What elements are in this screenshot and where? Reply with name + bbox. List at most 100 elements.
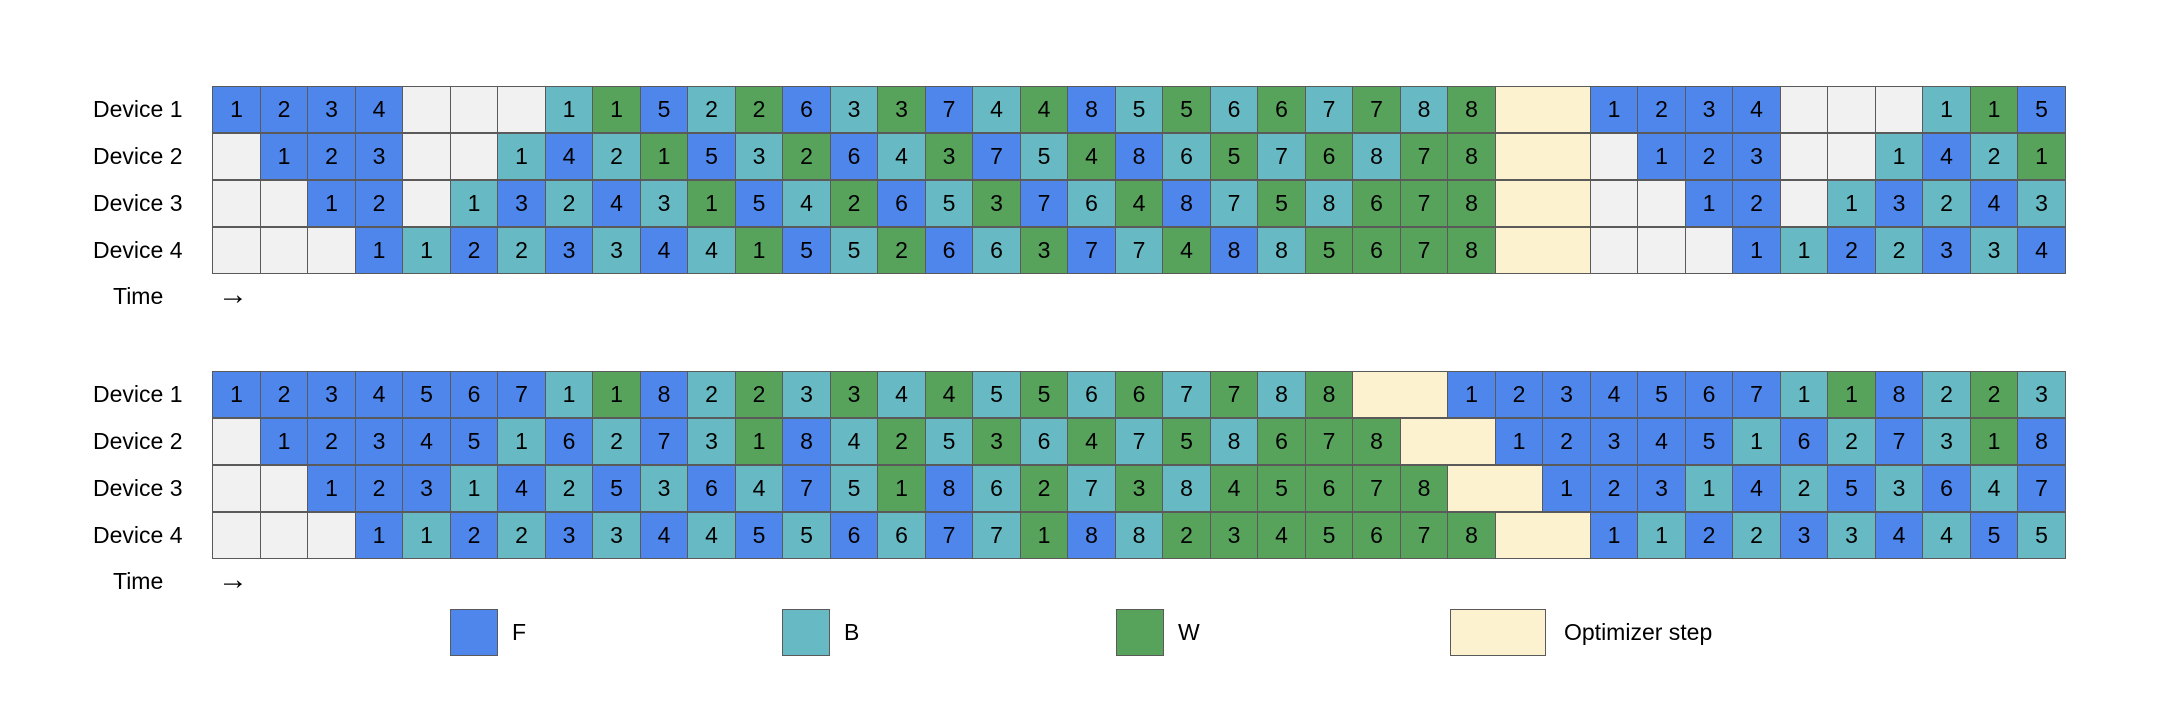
backward-cell: 1 — [1685, 465, 1733, 512]
forward-cell: 6 — [545, 418, 593, 465]
forward-cell: 7 — [925, 86, 973, 133]
optimizer-step-cell — [1495, 86, 1591, 133]
weight-grad-cell: 1 — [592, 86, 641, 133]
weight-grad-cell: 5 — [1305, 512, 1353, 559]
weight-grad-cell: 7 — [1305, 418, 1353, 465]
weight-grad-cell: 7 — [1400, 180, 1448, 227]
weight-grad-cell: 4 — [1067, 418, 1116, 465]
optimizer-step-cell — [1495, 227, 1591, 274]
backward-cell: 8 — [1400, 86, 1448, 133]
time-axis-label: Time — [113, 283, 164, 309]
optimizer-step-cell — [1447, 465, 1543, 512]
backward-cell: 5 — [925, 180, 973, 227]
backward-cell: 5 — [1115, 86, 1163, 133]
device-label: Device 4 — [93, 237, 183, 263]
backward-cell: 6 — [1020, 418, 1068, 465]
weight-grad-cell: 1 — [735, 418, 783, 465]
backward-cell: 5 — [1020, 133, 1068, 180]
forward-cell: 4 — [402, 418, 451, 465]
legend-swatch — [1450, 609, 1546, 656]
backward-cell: 3 — [782, 371, 831, 418]
forward-cell: 2 — [450, 227, 498, 274]
forward-cell: 1 — [1495, 418, 1543, 465]
forward-cell: 3 — [1922, 227, 1971, 274]
legend-label: Optimizer step — [1564, 619, 1713, 645]
idle-cell — [402, 86, 451, 133]
device-label: Device 2 — [93, 143, 183, 169]
weight-grad-cell: 7 — [1400, 133, 1448, 180]
forward-cell: 3 — [1732, 133, 1781, 180]
backward-cell: 7 — [1115, 227, 1163, 274]
weight-grad-cell: 5 — [1305, 227, 1353, 274]
backward-cell: 3 — [1875, 465, 1923, 512]
backward-cell: 8 — [1257, 371, 1306, 418]
weight-grad-cell: 2 — [1020, 465, 1068, 512]
forward-cell: 1 — [307, 465, 356, 512]
idle-cell — [1637, 180, 1686, 227]
forward-cell: 4 — [355, 86, 403, 133]
forward-cell: 8 — [640, 371, 688, 418]
backward-cell: 2 — [1827, 418, 1876, 465]
forward-cell: 1 — [355, 512, 403, 559]
forward-cell: 5 — [735, 512, 783, 559]
weight-grad-cell: 5 — [1162, 86, 1211, 133]
weight-grad-cell: 8 — [1447, 512, 1496, 559]
backward-cell: 6 — [1067, 180, 1116, 227]
backward-cell: 8 — [1352, 133, 1401, 180]
backward-cell: 1 — [402, 512, 451, 559]
backward-cell: 2 — [1732, 512, 1781, 559]
weight-grad-cell: 4 — [1020, 86, 1068, 133]
backward-cell: 4 — [830, 418, 878, 465]
backward-cell: 2 — [592, 418, 641, 465]
weight-grad-cell: 4 — [1210, 465, 1258, 512]
device-label: Device 4 — [93, 522, 183, 548]
backward-cell: 5 — [2017, 512, 2066, 559]
forward-cell: 3 — [497, 180, 546, 227]
forward-cell: 3 — [1590, 418, 1638, 465]
forward-cell: 2 — [1590, 465, 1638, 512]
legend-label: F — [512, 619, 527, 645]
forward-cell: 7 — [497, 371, 546, 418]
forward-cell: 2 — [355, 465, 403, 512]
idle-cell — [1875, 86, 1923, 133]
idle-cell — [402, 180, 451, 227]
weight-grad-cell: 6 — [1305, 133, 1353, 180]
weight-grad-cell: 3 — [925, 133, 973, 180]
backward-cell: 1 — [450, 180, 498, 227]
forward-cell: 7 — [2017, 465, 2066, 512]
forward-cell: 8 — [1210, 227, 1258, 274]
backward-cell: 2 — [687, 371, 736, 418]
forward-cell: 4 — [1732, 465, 1781, 512]
weight-grad-cell: 4 — [1067, 133, 1116, 180]
weight-grad-cell: 6 — [1352, 180, 1401, 227]
forward-cell: 8 — [1067, 512, 1116, 559]
forward-cell: 3 — [355, 418, 403, 465]
forward-cell: 4 — [592, 180, 641, 227]
weight-grad-cell: 2 — [1162, 512, 1211, 559]
forward-cell: 1 — [355, 227, 403, 274]
idle-cell — [260, 465, 308, 512]
weight-grad-cell: 5 — [1162, 418, 1211, 465]
backward-cell: 7 — [1067, 465, 1116, 512]
forward-cell: 3 — [355, 133, 403, 180]
forward-cell: 7 — [1732, 371, 1781, 418]
forward-cell: 6 — [925, 227, 973, 274]
backward-cell: 3 — [1922, 418, 1971, 465]
backward-cell: 6 — [1162, 133, 1211, 180]
idle-cell — [212, 512, 261, 559]
weight-grad-cell: 1 — [1020, 512, 1068, 559]
idle-cell — [212, 418, 261, 465]
backward-cell: 2 — [497, 227, 546, 274]
idle-cell — [1780, 86, 1828, 133]
backward-cell: 4 — [687, 227, 736, 274]
weight-grad-cell: 2 — [735, 86, 783, 133]
backward-cell: 2 — [1780, 465, 1828, 512]
forward-cell: 8 — [1067, 86, 1116, 133]
backward-cell: 2 — [497, 512, 546, 559]
forward-cell: 7 — [1020, 180, 1068, 227]
forward-cell: 2 — [1732, 180, 1781, 227]
forward-cell: 5 — [1637, 371, 1686, 418]
weight-grad-cell: 7 — [1400, 512, 1448, 559]
